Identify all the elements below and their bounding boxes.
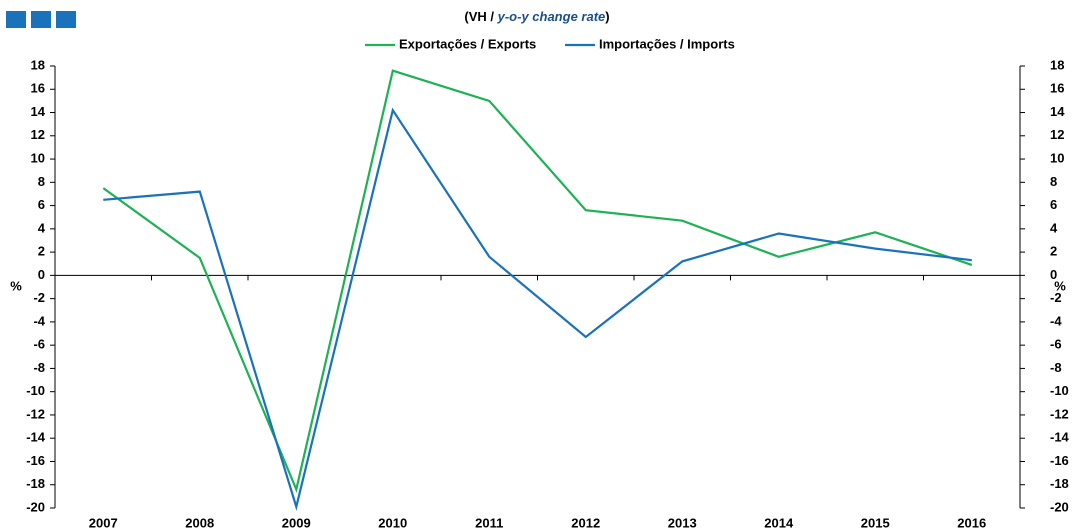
y2-axis-label: % — [1054, 278, 1066, 293]
y-tick-label: -2 — [33, 290, 45, 305]
x-tick-label: 2016 — [957, 515, 986, 530]
y-tick-label: -16 — [26, 453, 45, 468]
y2-tick-label: 2 — [1050, 244, 1057, 259]
y-tick-label: -18 — [26, 476, 45, 491]
x-tick-label: 2015 — [861, 515, 890, 530]
y-tick-label: 16 — [31, 81, 45, 96]
x-tick-label: 2013 — [668, 515, 697, 530]
y2-tick-label: -2 — [1050, 290, 1062, 305]
y2-tick-label: 16 — [1050, 81, 1064, 96]
y2-tick-label: 0 — [1050, 267, 1057, 282]
y2-tick-label: -6 — [1050, 337, 1062, 352]
y2-tick-label: -14 — [1050, 430, 1070, 445]
y2-tick-label: -8 — [1050, 360, 1062, 375]
y2-tick-label: 8 — [1050, 174, 1057, 189]
x-tick-label: 2012 — [571, 515, 600, 530]
x-tick-label: 2011 — [475, 515, 503, 530]
x-tick-label: 2008 — [185, 515, 214, 530]
y2-tick-label: 14 — [1050, 104, 1065, 119]
y-tick-label: 14 — [31, 104, 46, 119]
y2-tick-label: 6 — [1050, 197, 1057, 212]
y-tick-label: 0 — [38, 267, 45, 282]
y-tick-label: -10 — [26, 383, 45, 398]
y2-tick-label: -16 — [1050, 453, 1069, 468]
legend-label: Importações / Imports — [599, 36, 735, 51]
y2-tick-label: 18 — [1050, 57, 1064, 72]
x-tick-label: 2014 — [764, 515, 794, 530]
y2-tick-label: 4 — [1050, 220, 1058, 235]
y-tick-label: -6 — [33, 337, 45, 352]
y-tick-label: 18 — [31, 57, 45, 72]
y2-tick-label: -12 — [1050, 406, 1069, 421]
y-tick-label: 12 — [31, 127, 45, 142]
logo-block — [6, 11, 26, 28]
x-tick-label: 2010 — [378, 515, 407, 530]
y-tick-label: 4 — [38, 220, 46, 235]
y2-tick-label: -18 — [1050, 476, 1069, 491]
y-tick-label: -8 — [33, 360, 45, 375]
y2-tick-label: -4 — [1050, 313, 1062, 328]
y2-tick-label: 12 — [1050, 127, 1064, 142]
series-line — [102, 69, 973, 493]
x-tick-label: 2009 — [282, 515, 311, 530]
y-tick-label: 2 — [38, 244, 45, 259]
y-tick-label: -20 — [26, 499, 45, 514]
y-tick-label: -14 — [26, 430, 46, 445]
y2-tick-label: 10 — [1050, 150, 1064, 165]
legend-label: Exportações / Exports — [399, 36, 536, 51]
y-axis-label: % — [10, 278, 22, 293]
series-line — [103, 107, 972, 511]
chart-subtitle: (VH / y-o-y change rate) — [464, 9, 609, 24]
y-tick-label: 10 — [31, 150, 45, 165]
y-tick-label: 6 — [38, 197, 45, 212]
y2-tick-label: -10 — [1050, 383, 1069, 398]
y2-tick-label: -20 — [1050, 499, 1069, 514]
y-tick-label: -12 — [26, 406, 45, 421]
logo-block — [56, 11, 76, 28]
y-tick-label: 8 — [38, 174, 45, 189]
y-tick-label: -4 — [33, 313, 45, 328]
x-tick-label: 2007 — [89, 515, 118, 530]
logo-block — [31, 11, 51, 28]
